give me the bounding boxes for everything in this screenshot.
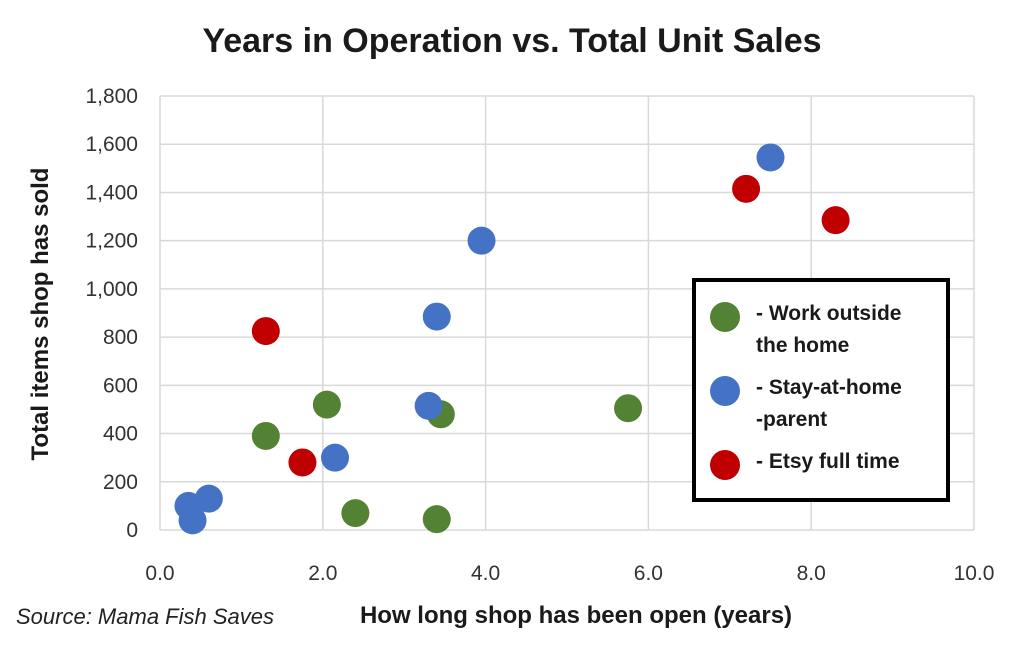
data-point-series-1 (178, 506, 207, 535)
data-point-series-1 (467, 226, 496, 255)
y-tick-label: 0 (126, 519, 138, 542)
data-point-series-0 (422, 505, 451, 534)
legend-marker-red (710, 450, 740, 480)
data-point-series-2 (288, 448, 317, 477)
data-point-series-0 (341, 499, 370, 528)
y-tick-label: 400 (103, 423, 138, 446)
legend-label-line: - Etsy full time (756, 450, 900, 473)
x-tick-label: 0.0 (145, 562, 174, 585)
data-point-series-1 (194, 484, 223, 513)
legend-marker-blue (710, 376, 740, 406)
data-point-series-0 (251, 421, 280, 450)
y-tick-label: 1,400 (85, 181, 138, 204)
legend-label-line: the home (756, 334, 850, 357)
legend-item-etsy-full-time: - Etsy full time (710, 446, 932, 480)
data-point-series-1 (422, 302, 451, 331)
x-axis-label: How long shop has been open (years) (360, 602, 792, 629)
data-point-series-2 (251, 317, 280, 346)
data-point-series-0 (312, 390, 341, 419)
data-point-series-2 (732, 174, 761, 203)
data-point-series-2 (821, 206, 850, 235)
legend-marker-green (710, 302, 740, 332)
legend-label-line: -parent (756, 408, 828, 431)
x-tick-labels: 0.0 2.0 4.0 6.0 8.0 10.0 (145, 562, 994, 585)
data-points (174, 143, 850, 535)
x-tick-label: 10.0 (954, 562, 995, 585)
x-tick-label: 2.0 (308, 562, 337, 585)
x-tick-label: 8.0 (797, 562, 826, 585)
legend-label-line: - Stay-at-home (756, 376, 902, 399)
y-tick-label: 800 (103, 326, 138, 349)
y-tick-label: 600 (103, 374, 138, 397)
data-point-series-0 (614, 394, 643, 423)
data-point-series-1 (756, 143, 785, 172)
y-tick-label: 1,200 (85, 230, 138, 253)
source-note: Source: Mama Fish Saves (16, 604, 274, 629)
data-point-series-1 (414, 391, 443, 420)
x-tick-label: 4.0 (471, 562, 500, 585)
y-tick-label: 1,000 (85, 278, 138, 301)
data-point-series-1 (321, 443, 350, 472)
legend: - Work outside the home - Stay-at-home -… (692, 278, 950, 502)
y-axis-label: Total items shop has sold (27, 168, 54, 461)
chart-title: Years in Operation vs. Total Unit Sales (202, 22, 822, 60)
y-tick-label: 1,600 (85, 133, 138, 156)
y-tick-label: 1,800 (85, 85, 138, 108)
y-tick-labels: 0 200 400 600 800 1,000 1,200 1,400 1,600 1,800 (85, 85, 138, 542)
y-tick-label: 200 (103, 471, 138, 494)
x-tick-label: 6.0 (634, 562, 663, 585)
legend-item-stay-at-home: - Stay-at-home -parent (710, 372, 932, 436)
legend-item-work-outside: - Work outside the home (710, 298, 932, 362)
legend-label-line: - Work outside (756, 302, 902, 325)
